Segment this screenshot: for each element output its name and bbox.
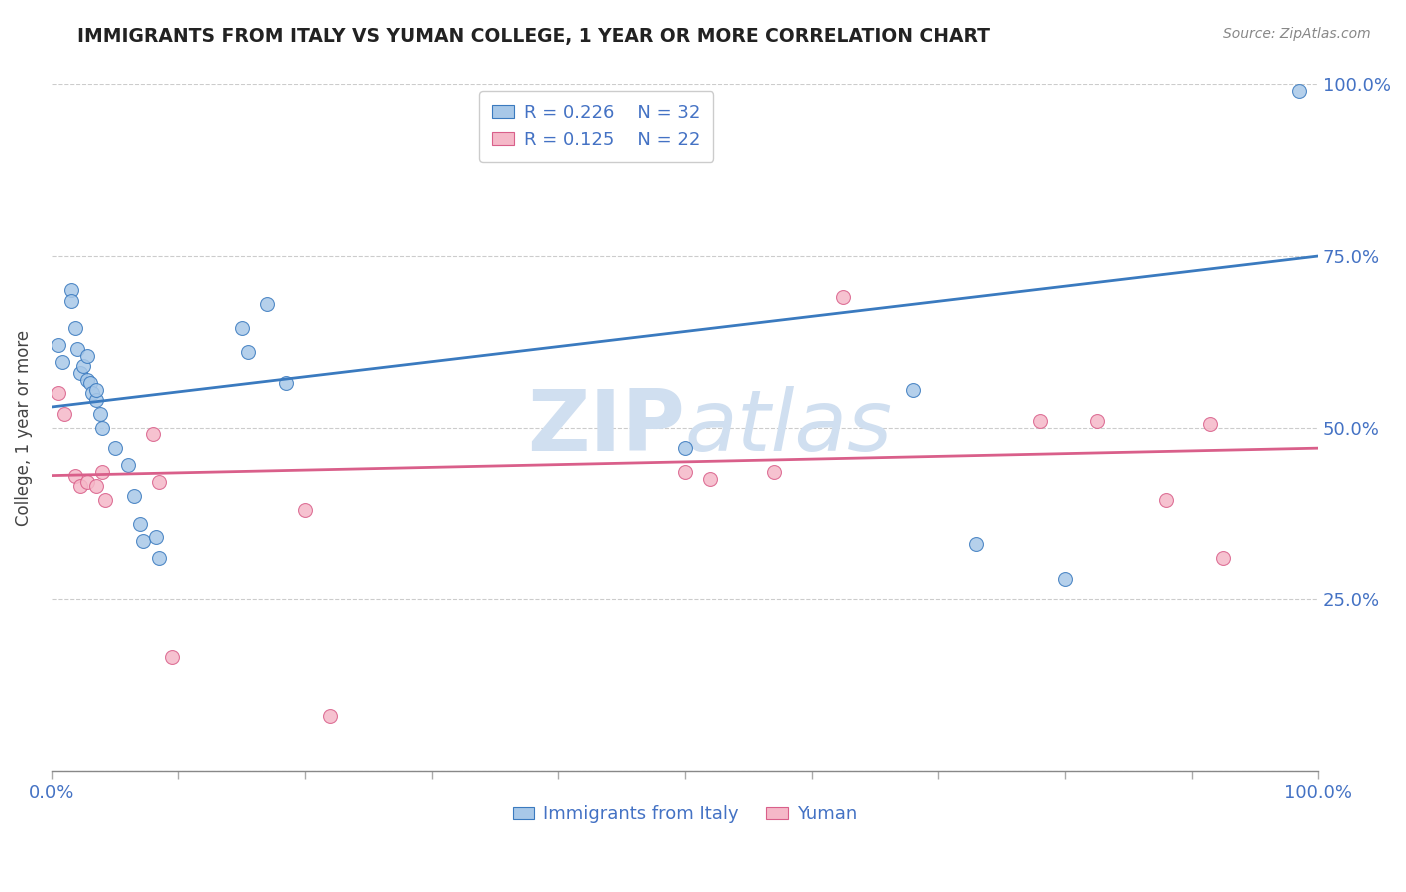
Point: [46, 386, 69, 401]
Point: [319, 708, 342, 723]
Point: [1288, 84, 1310, 98]
Point: [832, 290, 855, 304]
Point: [901, 383, 924, 397]
Point: [1212, 551, 1234, 566]
Point: [84, 393, 107, 408]
Text: IMMIGRANTS FROM ITALY VS YUMAN COLLEGE, 1 YEAR OR MORE CORRELATION CHART: IMMIGRANTS FROM ITALY VS YUMAN COLLEGE, …: [77, 27, 990, 45]
Point: [91, 420, 114, 434]
Point: [148, 551, 170, 566]
Point: [84, 479, 107, 493]
Point: [129, 516, 152, 531]
Point: [76, 349, 98, 363]
Point: [79, 376, 101, 390]
Point: [294, 503, 316, 517]
Point: [122, 489, 145, 503]
Point: [69, 479, 91, 493]
Point: [89, 407, 111, 421]
Point: [148, 475, 170, 490]
Point: [59, 283, 82, 297]
Point: [256, 297, 278, 311]
Point: [76, 475, 98, 490]
Text: ZIP: ZIP: [527, 386, 685, 469]
Point: [673, 465, 696, 479]
Point: [1154, 492, 1177, 507]
Point: [76, 372, 98, 386]
Point: [104, 441, 127, 455]
Point: [1199, 417, 1222, 431]
Point: [762, 465, 785, 479]
Point: [63, 468, 86, 483]
Point: [72, 359, 94, 373]
Point: [1028, 414, 1050, 428]
Point: [965, 537, 987, 551]
Point: [46, 338, 69, 352]
Point: [231, 321, 253, 335]
Point: [274, 376, 297, 390]
Point: [699, 472, 721, 486]
Point: [69, 366, 91, 380]
Point: [673, 441, 696, 455]
Point: [59, 293, 82, 308]
Point: [1053, 572, 1076, 586]
Point: [145, 530, 167, 544]
Point: [236, 345, 259, 359]
Point: [63, 321, 86, 335]
Point: [94, 492, 117, 507]
Point: [142, 427, 165, 442]
Point: [91, 465, 114, 479]
Point: [82, 386, 104, 401]
Point: [66, 342, 89, 356]
Point: [117, 458, 139, 473]
Text: atlas: atlas: [685, 386, 893, 469]
Point: [132, 533, 155, 548]
Y-axis label: College, 1 year or more: College, 1 year or more: [15, 329, 32, 525]
Text: Source: ZipAtlas.com: Source: ZipAtlas.com: [1223, 27, 1371, 41]
Point: [53, 407, 76, 421]
Point: [1085, 414, 1108, 428]
Point: [51, 355, 73, 369]
Point: [84, 383, 107, 397]
Point: [160, 650, 183, 665]
Legend: Immigrants from Italy, Yuman: Immigrants from Italy, Yuman: [513, 805, 858, 823]
